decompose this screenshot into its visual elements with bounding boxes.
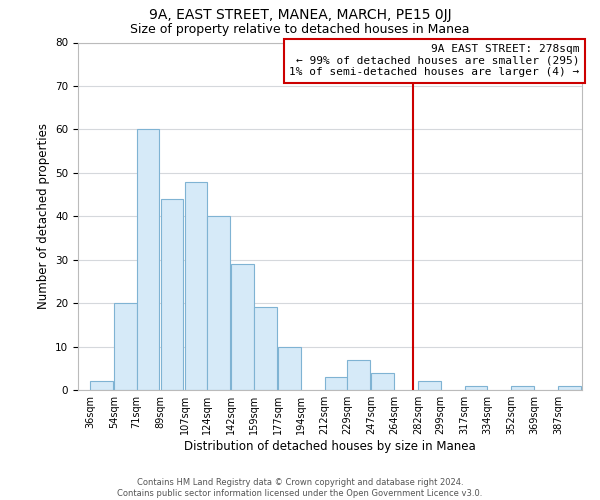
Bar <box>464 386 487 390</box>
Bar <box>325 377 347 390</box>
Text: Size of property relative to detached houses in Manea: Size of property relative to detached ho… <box>130 22 470 36</box>
Bar <box>185 182 208 390</box>
Bar <box>347 360 370 390</box>
Bar <box>161 199 184 390</box>
Bar <box>90 382 113 390</box>
Bar <box>418 382 440 390</box>
Text: 9A EAST STREET: 278sqm
← 99% of detached houses are smaller (295)
1% of semi-det: 9A EAST STREET: 278sqm ← 99% of detached… <box>289 44 580 78</box>
Text: Contains HM Land Registry data © Crown copyright and database right 2024.
Contai: Contains HM Land Registry data © Crown c… <box>118 478 482 498</box>
Bar <box>371 372 394 390</box>
Bar <box>558 386 581 390</box>
Bar <box>254 308 277 390</box>
X-axis label: Distribution of detached houses by size in Manea: Distribution of detached houses by size … <box>184 440 476 453</box>
Y-axis label: Number of detached properties: Number of detached properties <box>37 123 50 309</box>
Bar <box>278 346 301 390</box>
Bar <box>511 386 534 390</box>
Bar <box>114 303 137 390</box>
Bar <box>137 130 160 390</box>
Bar <box>232 264 254 390</box>
Text: 9A, EAST STREET, MANEA, MARCH, PE15 0JJ: 9A, EAST STREET, MANEA, MARCH, PE15 0JJ <box>149 8 451 22</box>
Bar <box>208 216 230 390</box>
